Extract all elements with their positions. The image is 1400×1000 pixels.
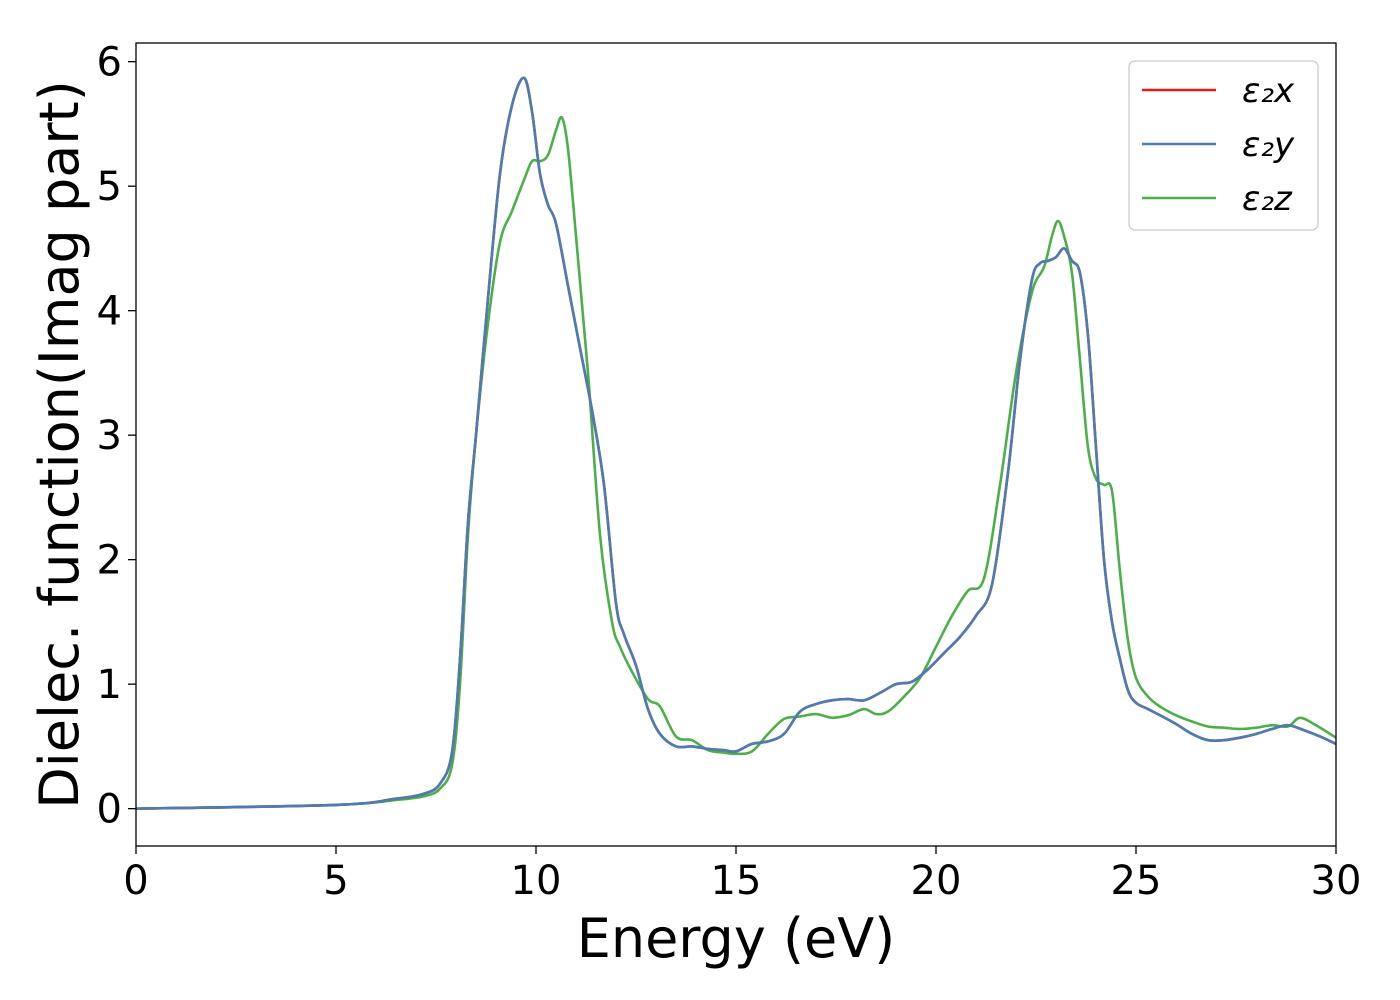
series-line-2 bbox=[136, 115, 1336, 810]
x-axis-ticks: 0 5 10 15 20 25 30 bbox=[123, 846, 1361, 904]
x-tick-label: 20 bbox=[911, 858, 962, 904]
x-axis-label: Energy (eV) bbox=[577, 907, 896, 970]
y-tick-label: 3 bbox=[97, 413, 122, 459]
legend-label: ε₂z bbox=[1242, 179, 1293, 219]
x-tick-label: 30 bbox=[1311, 858, 1362, 904]
x-tick-label: 10 bbox=[511, 858, 562, 904]
x-tick-label: 0 bbox=[123, 858, 148, 904]
legend-label: ε₂x bbox=[1242, 71, 1295, 111]
y-tick-label: 4 bbox=[97, 289, 122, 335]
y-tick-label: 6 bbox=[97, 40, 122, 86]
series-lines bbox=[136, 76, 1336, 810]
y-tick-label: 0 bbox=[97, 787, 122, 833]
y-axis-label: Dielec. function(Imag part) bbox=[28, 80, 91, 809]
x-tick-label: 15 bbox=[711, 858, 762, 904]
legend: ε₂x ε₂y ε₂z bbox=[1128, 60, 1319, 231]
y-tick-label: 1 bbox=[97, 662, 122, 708]
y-tick-label: 5 bbox=[97, 164, 122, 210]
x-tick-label: 5 bbox=[323, 858, 348, 904]
legend-label: ε₂y bbox=[1242, 125, 1295, 165]
series-line-1 bbox=[136, 76, 1336, 810]
x-tick-label: 25 bbox=[1111, 858, 1162, 904]
legend-box bbox=[1128, 60, 1319, 231]
y-tick-label: 2 bbox=[97, 538, 122, 584]
y-axis-ticks: 0 1 2 3 4 5 6 bbox=[97, 40, 136, 833]
